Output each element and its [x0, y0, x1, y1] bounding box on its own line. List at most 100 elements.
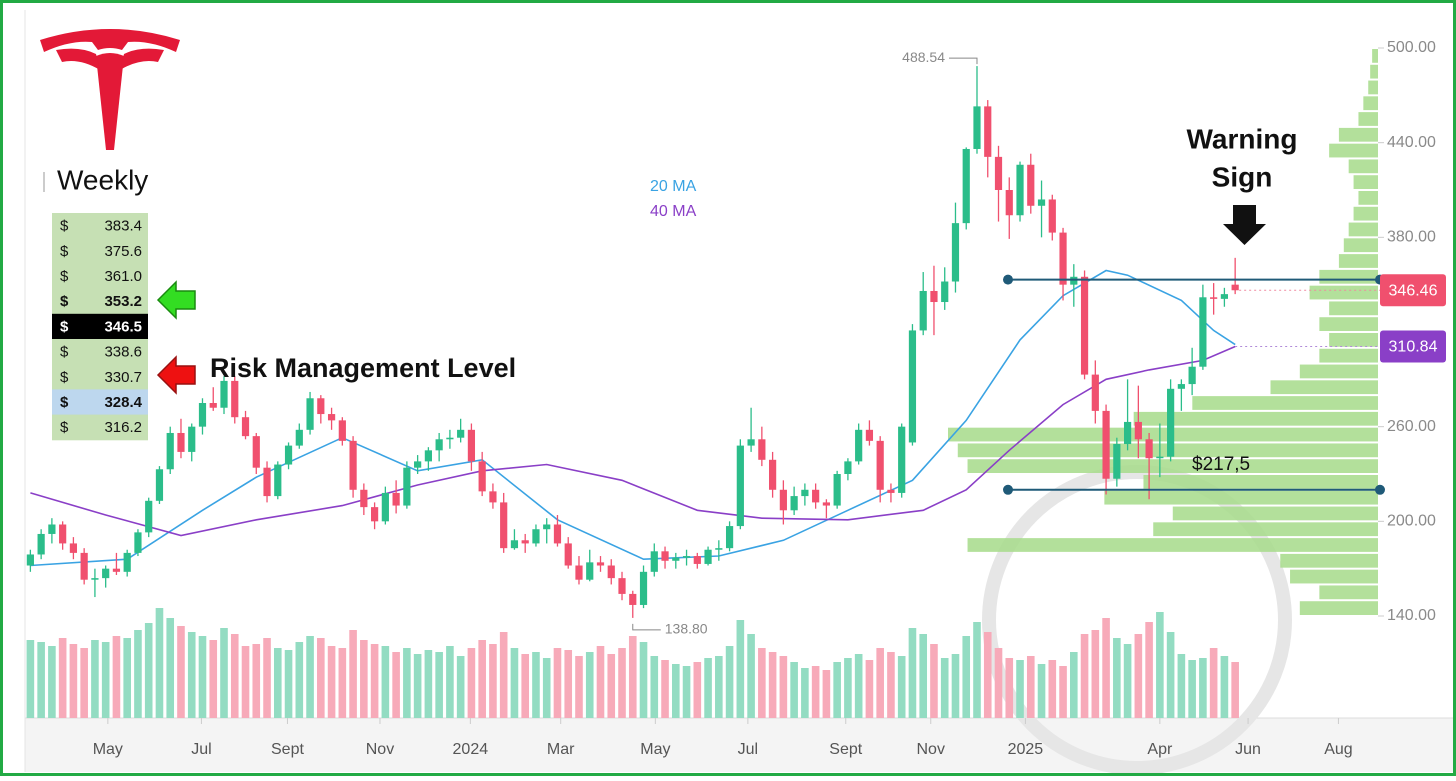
volume-bar [230, 634, 239, 718]
profile-bar [1353, 206, 1378, 221]
x-tick-label: 2024 [453, 741, 489, 758]
candle-body [682, 556, 691, 558]
volume-bar [919, 634, 928, 718]
volume-bar [1026, 656, 1035, 718]
candle-body [381, 492, 389, 522]
candle-body [1080, 276, 1089, 375]
x-tick-label: May [640, 741, 670, 758]
volume-bar [854, 654, 863, 718]
candle-body [1005, 190, 1013, 216]
candle-body [306, 398, 314, 430]
profile-bar [1133, 411, 1378, 426]
volume-bar [241, 646, 250, 718]
candle-body [414, 461, 422, 468]
volume-bar [467, 648, 476, 718]
volume-bar [1156, 612, 1164, 718]
volume-bar [811, 666, 820, 718]
levels-table: $383.4 $ 375.6 $ 361.0 $ 353.2 $ 346.5 $ 338.6 $ 330… [52, 213, 148, 441]
volume-bar [69, 644, 78, 718]
candle-body [521, 540, 529, 544]
volume [26, 608, 1239, 718]
volume-bar [403, 648, 411, 718]
volume-bar [951, 654, 960, 718]
candle-body [1210, 297, 1218, 299]
candle-body [984, 106, 992, 157]
volume-bar [123, 638, 131, 718]
candle-body [69, 543, 78, 553]
profile-bar [1329, 143, 1378, 158]
currency: $ [60, 243, 69, 260]
candle-body [1156, 456, 1164, 459]
volume-bar [478, 640, 486, 718]
volume-bar [144, 623, 153, 718]
candle-body [801, 489, 809, 497]
low-label: 138.80 [665, 621, 708, 637]
currency: $ [60, 369, 69, 386]
candle-body [1102, 410, 1110, 479]
candle-body [1048, 199, 1056, 233]
volume-bar [940, 658, 949, 718]
volume-bar [413, 654, 422, 718]
volume-bar [1048, 660, 1057, 718]
table-value: 346.5 [104, 318, 142, 335]
volume-bar [930, 644, 938, 718]
candle-body [887, 489, 895, 493]
volume-bar [768, 652, 777, 718]
volume-bar [435, 652, 443, 718]
candle-body [1037, 199, 1046, 206]
volume-bar [306, 636, 314, 718]
y-tick-label: 140.00 [1387, 607, 1436, 624]
candle-body [1027, 164, 1035, 206]
volume-bar [349, 630, 357, 718]
profile-bar [1343, 238, 1378, 253]
candle-body [639, 571, 648, 605]
candle-body [855, 429, 863, 462]
volume-bar [37, 642, 45, 718]
profile-bar [967, 459, 1378, 473]
table-row [52, 414, 148, 441]
profile-bar [1192, 396, 1378, 410]
candle-body [941, 281, 949, 303]
volume-bar [693, 662, 702, 718]
volume-bar [1080, 634, 1089, 718]
candle-body [769, 459, 777, 490]
table-value: 375.6 [104, 243, 142, 260]
overlays: $217,5 488.54 138.80 346.46 310.84 [632, 49, 1446, 637]
candle-body [919, 290, 927, 331]
volume-bar [887, 652, 895, 718]
x-tick-label: Sept [829, 741, 862, 758]
volume-bar [424, 650, 433, 718]
table-row [52, 288, 148, 315]
x-tick-label: Aug [1324, 741, 1352, 758]
candle-body [1220, 294, 1229, 299]
candle-body [274, 464, 282, 497]
volume-bar [1016, 660, 1024, 718]
candle-body [973, 106, 981, 149]
volume-bar [1113, 638, 1121, 718]
volume-bar [876, 648, 884, 718]
volume-bar [833, 662, 841, 718]
volume-bar [101, 642, 110, 718]
legend-ma20: 20 MA [650, 178, 697, 195]
volume-bar [585, 652, 594, 718]
price-label: 346.46 [1389, 282, 1438, 299]
candle-body [779, 489, 787, 511]
candle-body [607, 565, 615, 579]
candle-body [586, 562, 594, 580]
currency: $ [60, 218, 69, 235]
candle-body [575, 565, 583, 580]
x-tick-label: Jul [738, 741, 758, 758]
high-label: 488.54 [902, 49, 945, 65]
x-tick-label: May [93, 741, 123, 758]
candle-body [962, 148, 970, 224]
table-row [52, 238, 148, 264]
volume-bar [983, 632, 992, 718]
candle-body [1199, 297, 1207, 367]
profile-bar [1370, 64, 1378, 79]
volume-bar [994, 648, 1003, 718]
candle-body [833, 474, 841, 506]
candle-body [241, 417, 250, 437]
warning-line: Warning [1187, 123, 1298, 154]
volume-bar [1145, 622, 1153, 718]
